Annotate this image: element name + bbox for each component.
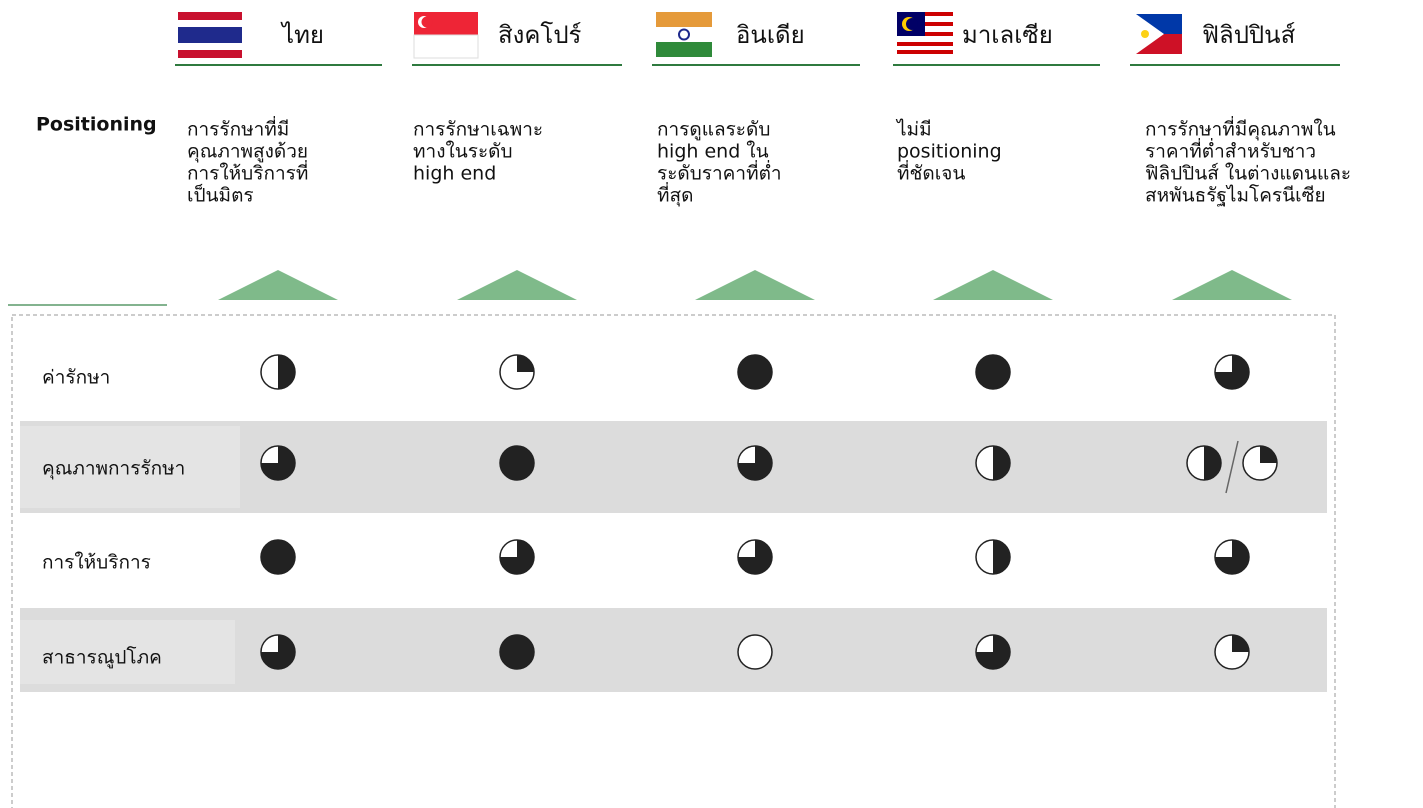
harvey-ball [737, 445, 773, 481]
harvey-ball [1214, 634, 1250, 670]
harvey-ball [499, 634, 535, 670]
positioning-text: การรักษาเฉพาะ [413, 119, 543, 141]
country-name: อินเดีย [736, 21, 805, 49]
harvey-ball [499, 539, 535, 575]
harvey-ball [975, 539, 1011, 575]
harvey-ball [975, 634, 1011, 670]
positioning-text: การดูแลระดับ [657, 119, 770, 141]
harvey-ball [260, 539, 296, 575]
row-label: สาธารณูปโภค [42, 646, 162, 669]
harvey-ball [737, 539, 773, 575]
harvey-ball [499, 354, 535, 390]
harvey-ball [260, 445, 296, 481]
country-name: มาเลเซีย [962, 21, 1053, 49]
flag-thailand [178, 12, 242, 58]
positioning-marker [457, 270, 577, 300]
row-label: การให้บริการ [42, 552, 151, 574]
harvey-ball [260, 354, 296, 390]
layout-lines [8, 304, 1336, 808]
flag-philippines [1136, 14, 1182, 54]
flag-malaysia [897, 12, 953, 54]
positioning-text: การรักษาที่มีคุณภาพใน [1145, 116, 1336, 142]
positioning-marker [218, 270, 338, 300]
positioning-text: เป็นมิตร [187, 183, 254, 207]
positioning-text: การรักษาที่มี [187, 116, 289, 141]
separator [1225, 440, 1239, 494]
positioning-text: คุณภาพสูงด้วย [187, 141, 308, 164]
positioning-marker [695, 270, 815, 300]
positioning-text: ทางในระดับ [413, 141, 513, 163]
country-name: ไทย [280, 21, 324, 49]
harvey-ball [499, 445, 535, 481]
positioning-marker [933, 270, 1053, 300]
country-name: สิงคโปร์ [498, 21, 582, 49]
row-label: คุณภาพการรักษา [42, 458, 185, 481]
row-label: ค่ารักษา [42, 367, 110, 389]
positioning-text: positioning [897, 141, 1002, 163]
harvey-ball [1214, 539, 1250, 575]
country-name: ฟิลิปปินส์ [1202, 21, 1296, 49]
harvey-ball [1242, 445, 1278, 481]
positioning-marker [1172, 270, 1292, 300]
positioning-text: high end ใน [657, 141, 769, 163]
positioning-text: ไม่มี [895, 119, 932, 141]
positioning-text: ที่ชัดเจน [897, 160, 965, 185]
harvey-ball [975, 354, 1011, 390]
flag-singapore [413, 12, 479, 59]
positioning-text: ที่สุด [657, 182, 693, 208]
flag-india [656, 12, 712, 57]
harvey-ball [1186, 445, 1222, 481]
positioning-text: ระดับราคาที่ต่ำ [657, 160, 782, 185]
harvey-ball [737, 354, 773, 390]
harvey-ball [975, 445, 1011, 481]
positioning-label: Positioning [36, 114, 157, 136]
positioning-text: high end [413, 163, 496, 185]
harvey-ball [1214, 354, 1250, 390]
harvey-ball [260, 634, 296, 670]
positioning-text: การให้บริการที่ [187, 160, 308, 185]
positioning-text: ราคาที่ต่ำสำหรับชาว [1145, 138, 1316, 163]
positioning-text: สหพันธรัฐไมโครนีเซีย [1145, 184, 1326, 207]
harvey-ball [737, 634, 773, 670]
positioning-text: ฟิลิปปินส์ ในต่างแดนและ [1145, 163, 1351, 185]
